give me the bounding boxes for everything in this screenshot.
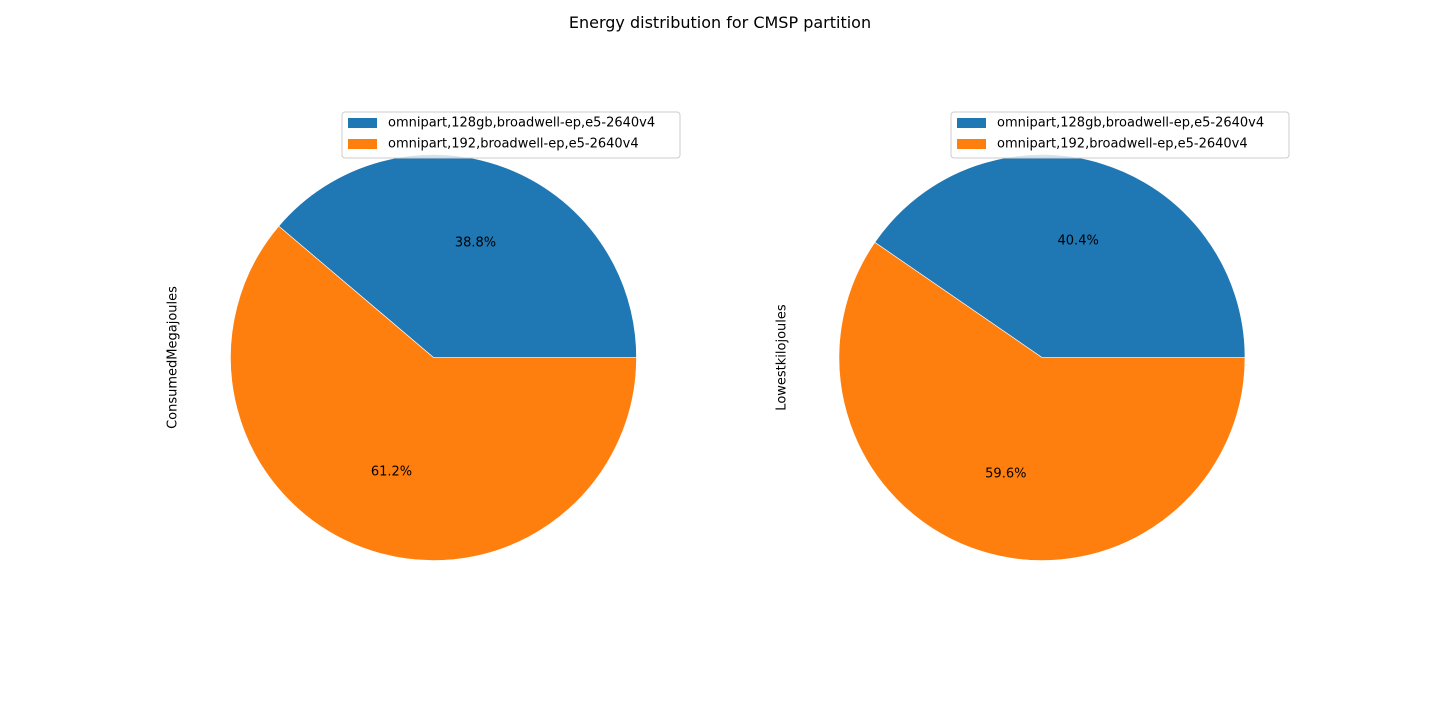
- slice-percent-label: 61.2%: [371, 464, 412, 479]
- legend-swatch: [348, 139, 377, 149]
- slice-percent-label: 38.8%: [455, 236, 496, 251]
- legend: omnipart,128gb,broadwell-ep,e5-2640v4 omn…: [950, 111, 1290, 159]
- legend-box: [950, 111, 1290, 159]
- legend-label: omnipart,128gb,broadwell-ep,e5-2640v4: [997, 116, 1264, 131]
- pie-slice-1: [278, 154, 637, 358]
- pie-slice-2: [838, 241, 1246, 561]
- slice-percent-label: 59.6%: [985, 466, 1026, 481]
- legend-swatch: [348, 118, 377, 128]
- legend: omnipart,128gb,broadwell-ep,e5-2640v4 omn…: [341, 111, 681, 159]
- legend-label: omnipart,192,broadwell-ep,e5-2640v4: [997, 137, 1248, 152]
- legend-swatch: [957, 118, 986, 128]
- pie-charts: 38.8% 61.2% ConsumedMegajoules omnipart,128…: [166, 111, 1290, 561]
- pie-chart-2: 40.4% 59.6% Lowestkilojoules omnipart,128gb…: [775, 111, 1290, 561]
- slice-percent-label: 40.4%: [1058, 234, 1099, 249]
- pie-slice-2: [230, 225, 637, 561]
- legend-box: [341, 111, 681, 159]
- legend-label: omnipart,192,broadwell-ep,e5-2640v4: [388, 137, 639, 152]
- legend-swatch: [957, 139, 986, 149]
- pie-chart-1: 38.8% 61.2% ConsumedMegajoules omnipart,128…: [166, 111, 681, 561]
- pie-slice-1: [874, 154, 1246, 358]
- figure-title: Energy distribution for CMSP partition: [569, 13, 871, 32]
- y-axis-label: ConsumedMegajoules: [166, 286, 181, 429]
- y-axis-label: Lowestkilojoules: [775, 304, 790, 411]
- legend-label: omnipart,128gb,broadwell-ep,e5-2640v4: [388, 116, 655, 131]
